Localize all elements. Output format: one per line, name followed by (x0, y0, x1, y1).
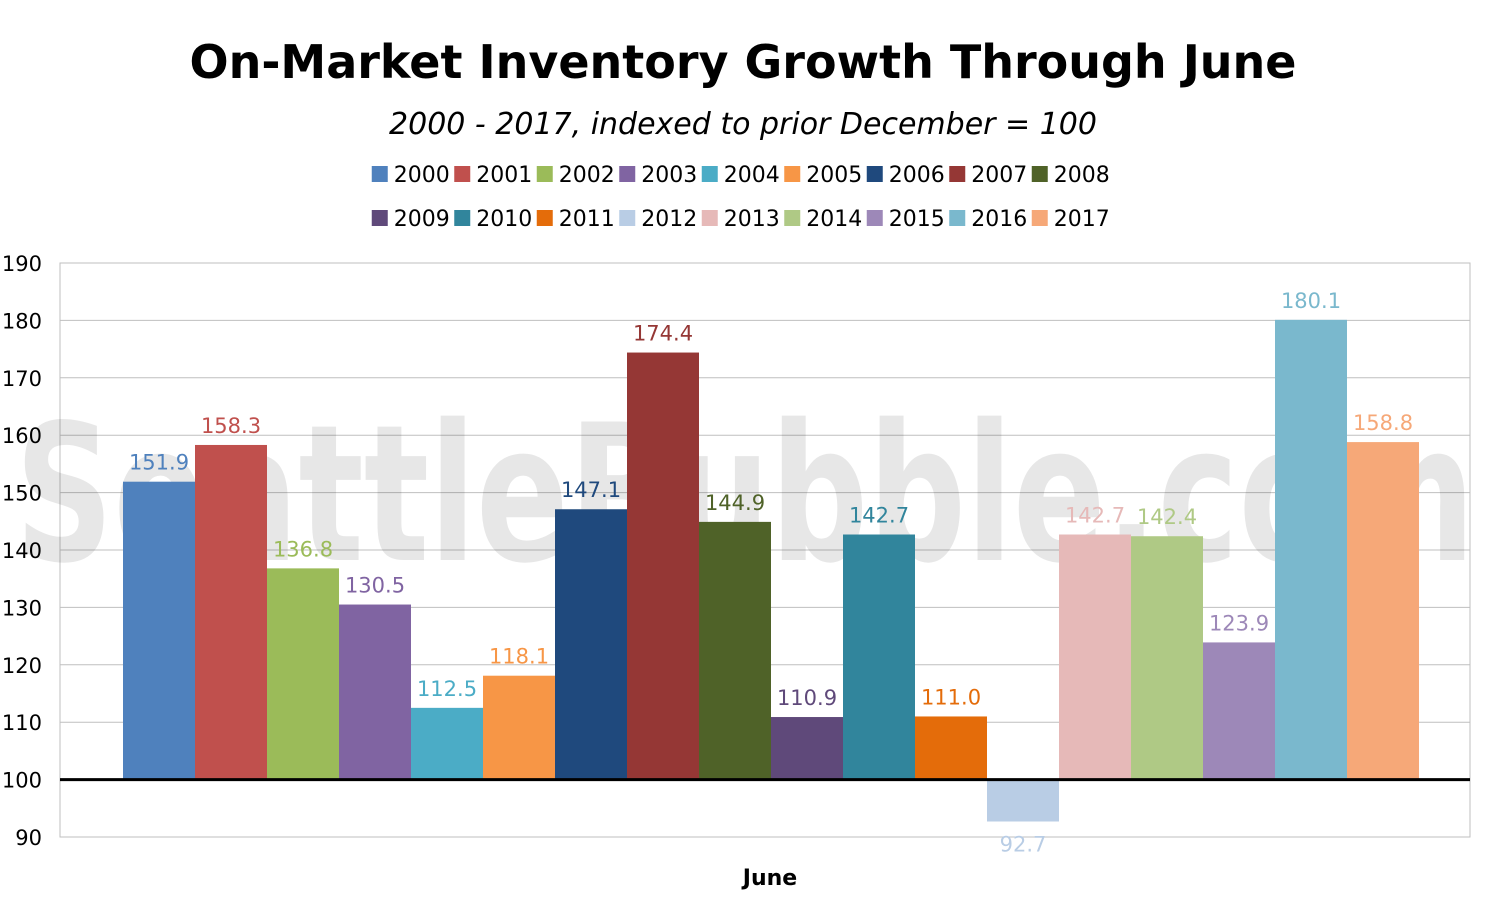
data-label-2001: 158.3 (201, 414, 261, 438)
data-label-2015: 123.9 (1209, 611, 1269, 635)
legend-swatch-2011 (536, 210, 553, 226)
y-tick-label: 170 (2, 367, 42, 391)
y-tick-label: 140 (2, 539, 42, 563)
chart-subtitle: 2000 - 2017, indexed to prior December =… (389, 107, 1097, 142)
legend-swatch-2007 (949, 166, 966, 182)
data-label-2009: 110.9 (777, 686, 837, 710)
legend-swatch-2002 (536, 166, 553, 182)
y-axis: 190 180 170 160 150 140 130 120 110 100 90 (2, 252, 42, 850)
legend-swatch-2014 (784, 210, 801, 226)
data-label-2013: 142.7 (1065, 504, 1125, 528)
data-label-2011: 111.0 (921, 685, 981, 709)
data-labels: 151.9 158.3 136.8 130.5 112.5 118.1 147.1 174.4… (129, 289, 1413, 857)
data-label-2008: 144.9 (705, 491, 765, 515)
x-axis-label: June (741, 866, 797, 891)
bar-2015 (1203, 642, 1275, 780)
data-label-2014: 142.4 (1137, 505, 1197, 529)
legend-swatch-2008 (1031, 166, 1048, 182)
bar-2010 (843, 534, 915, 780)
data-label-2005: 118.1 (489, 645, 549, 669)
legend-label-2014: 2014 (806, 207, 862, 232)
bar-2006 (555, 509, 627, 780)
legend-label-2010: 2010 (476, 207, 532, 232)
legend: 2000 2001 2002 2003 2004 2005 2006 2007 2008 2009… (371, 163, 1110, 232)
chart-title: On-Market Inventory Growth Through June (189, 35, 1296, 89)
bar-2013 (1059, 534, 1131, 780)
legend-swatch-2017 (1031, 210, 1048, 226)
bar-2004 (411, 707, 483, 780)
bar-2016 (1275, 319, 1347, 780)
legend-label-2006: 2006 (889, 163, 945, 188)
data-label-2010: 142.7 (849, 504, 909, 528)
legend-label-2003: 2003 (641, 163, 697, 188)
legend-label-2016: 2016 (971, 207, 1027, 232)
legend-label-2005: 2005 (806, 163, 862, 188)
y-tick-label: 160 (2, 424, 42, 448)
legend-label-2012: 2012 (641, 207, 697, 232)
legend-swatch-2001 (454, 166, 471, 182)
data-label-2003: 130.5 (345, 574, 405, 598)
bar-2011 (915, 716, 987, 780)
bar-2008 (699, 521, 771, 780)
legend-label-2011: 2011 (559, 207, 615, 232)
bar-2005 (483, 675, 555, 780)
bar-2012 (987, 779, 1059, 822)
legend-swatch-2013 (701, 210, 718, 226)
legend-swatch-2006 (866, 166, 883, 182)
bar-2009 (771, 717, 843, 780)
legend-swatch-2015 (866, 210, 883, 226)
y-tick-label: 150 (2, 482, 42, 506)
bar-2007 (627, 352, 699, 780)
data-label-2004: 112.5 (417, 677, 477, 701)
legend-label-2013: 2013 (724, 207, 780, 232)
legend-label-2004: 2004 (724, 163, 780, 188)
bar-2000 (123, 481, 195, 780)
legend-label-2000: 2000 (394, 163, 450, 188)
y-tick-label: 90 (15, 826, 42, 850)
bars (123, 319, 1419, 822)
legend-label-2009: 2009 (394, 207, 450, 232)
legend-swatch-2004 (701, 166, 718, 182)
bar-2001 (195, 444, 267, 780)
legend-label-2008: 2008 (1054, 163, 1110, 188)
legend-swatch-2000 (371, 166, 388, 182)
legend-label-2017: 2017 (1054, 207, 1110, 232)
legend-swatch-2005 (784, 166, 801, 182)
legend-label-2015: 2015 (889, 207, 945, 232)
legend-label-2007: 2007 (971, 163, 1027, 188)
legend-swatch-2003 (619, 166, 636, 182)
legend-swatch-2016 (949, 210, 966, 226)
y-tick-label: 100 (2, 769, 42, 793)
legend-swatch-2010 (454, 210, 471, 226)
y-tick-label: 110 (2, 711, 42, 735)
data-label-2016: 180.1 (1281, 289, 1341, 313)
bar-2017 (1347, 442, 1419, 780)
data-label-2006: 147.1 (561, 478, 621, 502)
legend-swatch-2012 (619, 210, 636, 226)
data-label-2017: 158.8 (1353, 411, 1413, 435)
y-tick-label: 180 (2, 309, 42, 333)
data-label-2007: 174.4 (633, 322, 693, 346)
y-tick-label: 130 (2, 596, 42, 620)
legend-label-2001: 2001 (476, 163, 532, 188)
data-label-2002: 136.8 (273, 537, 333, 561)
data-label-2000: 151.9 (129, 451, 189, 475)
bar-2014 (1131, 536, 1203, 780)
bar-2003 (339, 604, 411, 780)
y-tick-label: 190 (2, 252, 42, 276)
y-tick-label: 120 (2, 654, 42, 678)
bar-2002 (267, 568, 339, 780)
data-label-2012: 92.7 (1000, 833, 1047, 857)
legend-swatch-2009 (371, 210, 388, 226)
legend-label-2002: 2002 (559, 163, 615, 188)
